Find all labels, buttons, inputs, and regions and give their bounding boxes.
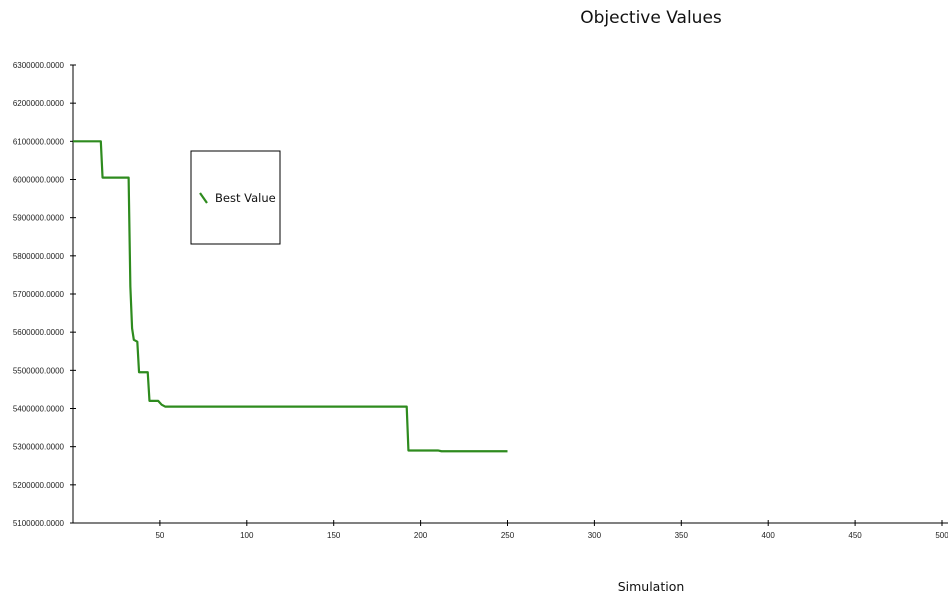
y-tick-label: 5700000.0000 — [13, 290, 65, 299]
y-tick-label: 6300000.0000 — [13, 61, 65, 70]
legend: Best Value — [190, 150, 281, 245]
x-tick-label: 450 — [848, 531, 862, 540]
legend-swatch — [199, 192, 208, 204]
y-axis: 5100000.0000 5200000.0000 5300000.0000 5400… — [13, 61, 76, 528]
series-line-best-value — [73, 140, 508, 453]
x-axis: 50 100 150 200 250 300 350 400 450 500 — [73, 520, 948, 540]
y-tick-label: 5800000.0000 — [13, 252, 65, 261]
y-tick-label: 5600000.0000 — [13, 328, 65, 337]
y-tick-label: 5300000.0000 — [13, 443, 65, 452]
x-axis-label: Simulation — [618, 579, 685, 594]
x-tick-label: 100 — [240, 531, 254, 540]
x-tick-label: 300 — [588, 531, 602, 540]
y-tick-label: 5900000.0000 — [13, 214, 65, 223]
y-tick-label: 6200000.0000 — [13, 99, 65, 108]
y-tick-label: 6000000.0000 — [13, 176, 65, 185]
y-tick-label: 6100000.0000 — [13, 137, 65, 146]
y-tick-label: 5500000.0000 — [13, 366, 65, 375]
chart-title: Objective Values — [580, 8, 722, 28]
x-tick-label: 350 — [675, 531, 689, 540]
y-tick-label: 5200000.0000 — [13, 481, 65, 490]
legend-label: Best Value — [215, 191, 276, 205]
legend-box — [190, 150, 281, 245]
x-tick-label: 250 — [501, 531, 515, 540]
y-tick-label: 5100000.0000 — [13, 519, 65, 528]
plot-area — [73, 140, 508, 453]
x-tick-label: 150 — [327, 531, 341, 540]
x-tick-label: 50 — [155, 531, 164, 540]
x-tick-label: 200 — [414, 531, 428, 540]
x-tick-label: 400 — [762, 531, 776, 540]
x-tick-label: 500 — [935, 531, 948, 540]
y-tick-label: 5400000.0000 — [13, 405, 65, 414]
